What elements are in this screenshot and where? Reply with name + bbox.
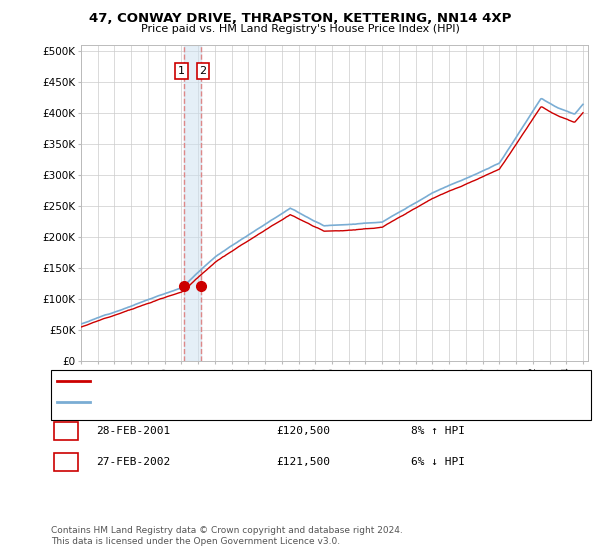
Text: £120,500: £120,500 <box>276 426 330 436</box>
Text: 8% ↑ HPI: 8% ↑ HPI <box>411 426 465 436</box>
Text: 2: 2 <box>200 66 207 76</box>
Text: 1: 1 <box>62 426 70 436</box>
Text: Price paid vs. HM Land Registry's House Price Index (HPI): Price paid vs. HM Land Registry's House … <box>140 24 460 34</box>
Text: 47, CONWAY DRIVE, THRAPSTON, KETTERING, NN14 4XP (detached house): 47, CONWAY DRIVE, THRAPSTON, KETTERING, … <box>96 376 484 386</box>
Text: £121,500: £121,500 <box>276 457 330 467</box>
Text: 1: 1 <box>178 66 185 76</box>
Text: 2: 2 <box>62 457 70 467</box>
Text: HPI: Average price, detached house, North Northamptonshire: HPI: Average price, detached house, Nort… <box>96 397 416 407</box>
Bar <box>184 45 200 361</box>
Text: 6% ↓ HPI: 6% ↓ HPI <box>411 457 465 467</box>
Text: Contains HM Land Registry data © Crown copyright and database right 2024.
This d: Contains HM Land Registry data © Crown c… <box>51 526 403 546</box>
Text: 28-FEB-2001: 28-FEB-2001 <box>96 426 170 436</box>
Text: 47, CONWAY DRIVE, THRAPSTON, KETTERING, NN14 4XP: 47, CONWAY DRIVE, THRAPSTON, KETTERING, … <box>89 12 511 25</box>
Text: 27-FEB-2002: 27-FEB-2002 <box>96 457 170 467</box>
